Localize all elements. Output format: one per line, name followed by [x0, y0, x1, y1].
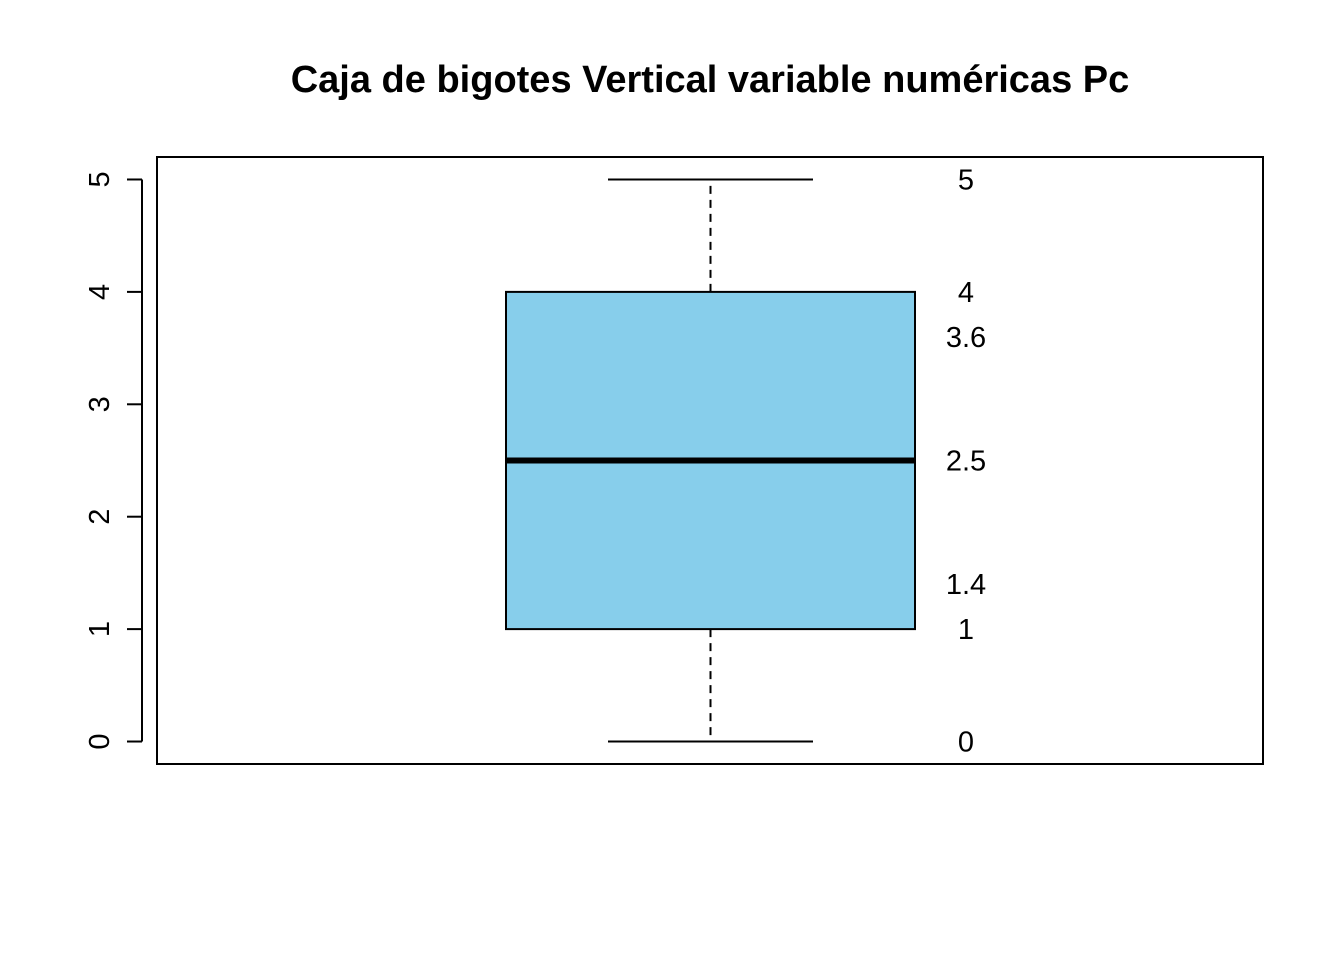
box-plot	[505, 178, 916, 743]
value-label-6: 0	[958, 727, 974, 759]
y-tick-label-1: 1	[84, 621, 116, 637]
y-axis: 0 1 2 3 4 5	[84, 171, 143, 750]
chart-title: Caja de bigotes Vertical variable numéri…	[290, 59, 1130, 101]
value-label-0: 5	[958, 164, 974, 196]
y-tick-label-5: 5	[84, 171, 116, 187]
y-tick-label-3: 3	[84, 396, 116, 412]
value-label-1: 4	[958, 277, 974, 309]
y-tick-label-4: 4	[84, 284, 116, 300]
plot-frame	[156, 156, 1264, 765]
value-label-4: 1.4	[946, 569, 986, 601]
value-label-5: 1	[958, 614, 974, 646]
y-tick-label-2: 2	[84, 509, 116, 525]
value-label-3: 2.5	[946, 446, 986, 478]
value-annotations: 5 4 3.6 2.5 1.4 1 0	[946, 164, 986, 758]
y-tick-label-0: 0	[84, 733, 116, 749]
value-label-2: 3.6	[946, 322, 986, 354]
